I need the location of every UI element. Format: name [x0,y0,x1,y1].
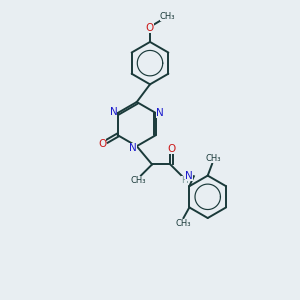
Text: H: H [181,176,188,185]
Text: N: N [156,108,164,118]
Text: CH₃: CH₃ [131,176,146,185]
Text: N: N [129,142,137,153]
Text: O: O [146,23,154,33]
Text: CH₃: CH₃ [176,219,191,228]
Text: CH₃: CH₃ [160,11,176,20]
Text: CH₃: CH₃ [205,154,221,163]
Text: N: N [110,106,117,117]
Text: O: O [98,139,106,149]
Text: N: N [185,171,193,181]
Text: O: O [168,144,176,154]
